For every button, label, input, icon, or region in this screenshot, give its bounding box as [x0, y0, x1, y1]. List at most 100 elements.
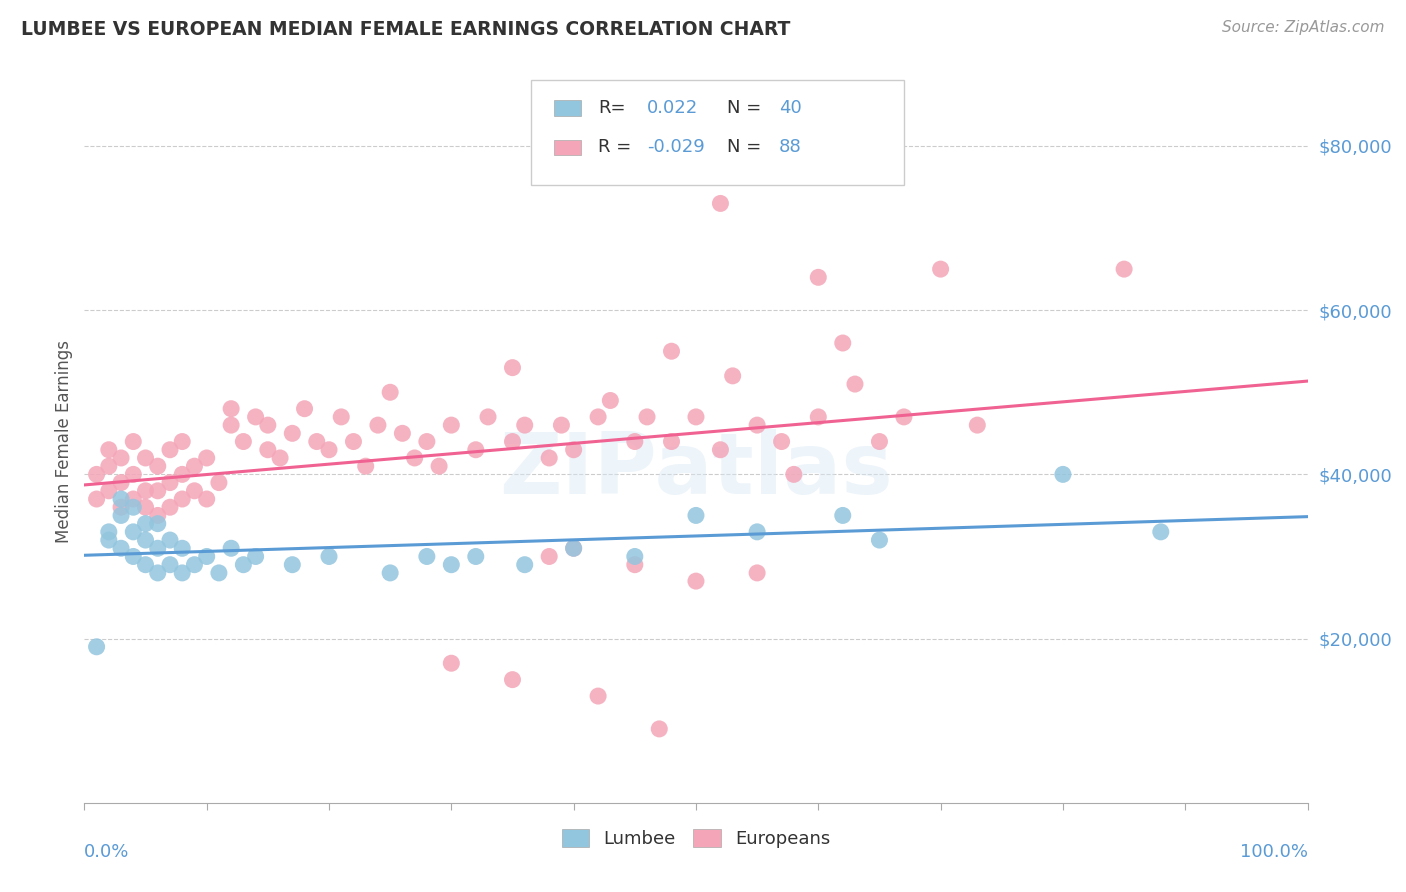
Point [122, 549, 145, 564]
Point [538, 450, 561, 465]
Text: Source: ZipAtlas.com: Source: ZipAtlas.com [1222, 20, 1385, 35]
Point [146, 566, 169, 580]
Point [122, 491, 145, 506]
Point [122, 524, 145, 539]
Point [281, 558, 304, 572]
Point [281, 426, 304, 441]
Point [183, 459, 205, 474]
Point [844, 377, 866, 392]
Point [146, 541, 169, 556]
Point [97, 442, 120, 457]
Point [685, 409, 707, 424]
Text: R =: R = [598, 138, 631, 156]
Point [97, 524, 120, 539]
Text: N =: N = [727, 138, 761, 156]
Point [135, 533, 157, 547]
Point [1052, 467, 1074, 482]
Point [380, 385, 402, 400]
Point [869, 533, 891, 547]
Point [122, 434, 145, 449]
Point [208, 566, 231, 580]
Legend: Lumbee, Europeans: Lumbee, Europeans [554, 822, 838, 855]
Point [183, 558, 205, 572]
FancyBboxPatch shape [554, 100, 581, 116]
Point [245, 549, 267, 564]
Point [562, 541, 585, 556]
Point [367, 418, 389, 433]
Point [416, 549, 439, 564]
Point [122, 467, 145, 482]
Point [110, 541, 132, 556]
Point [513, 558, 536, 572]
Point [354, 459, 377, 474]
Point [966, 418, 988, 433]
Point [135, 516, 157, 531]
Point [172, 467, 194, 482]
Text: 0.022: 0.022 [647, 99, 699, 117]
Point [97, 533, 120, 547]
Point [318, 442, 340, 457]
Point [929, 262, 952, 277]
Point [404, 450, 426, 465]
Point [245, 409, 267, 424]
Point [624, 558, 647, 572]
Point [477, 409, 499, 424]
Text: R=: R= [598, 99, 626, 117]
Text: 100.0%: 100.0% [1240, 843, 1308, 861]
Point [538, 549, 561, 564]
Point [146, 516, 169, 531]
Point [110, 491, 132, 506]
Point [86, 491, 108, 506]
Point [342, 434, 364, 449]
Point [257, 442, 280, 457]
Point [294, 401, 316, 416]
Point [183, 483, 205, 498]
Point [709, 196, 731, 211]
Point [1150, 524, 1173, 539]
Point [502, 673, 524, 687]
Point [427, 459, 450, 474]
Point [562, 442, 585, 457]
Point [1114, 262, 1136, 277]
Point [502, 360, 524, 375]
Point [159, 442, 181, 457]
Point [380, 566, 402, 580]
Point [721, 368, 744, 383]
FancyBboxPatch shape [554, 139, 581, 155]
Point [172, 491, 194, 506]
Text: -0.029: -0.029 [647, 138, 704, 156]
Point [648, 722, 671, 736]
Point [146, 459, 169, 474]
Point [685, 508, 707, 523]
Point [464, 442, 486, 457]
Point [464, 549, 486, 564]
Point [97, 483, 120, 498]
Point [513, 418, 536, 433]
Point [586, 409, 609, 424]
Point [661, 344, 683, 359]
Point [232, 434, 254, 449]
Point [807, 409, 830, 424]
Point [110, 475, 132, 490]
Point [391, 426, 413, 441]
Point [135, 500, 157, 515]
Point [770, 434, 793, 449]
Point [208, 475, 231, 490]
Point [831, 508, 853, 523]
Point [624, 549, 647, 564]
Point [159, 533, 181, 547]
Point [440, 418, 463, 433]
Point [135, 450, 157, 465]
Point [219, 418, 242, 433]
Text: 88: 88 [779, 138, 801, 156]
Point [709, 442, 731, 457]
Point [807, 270, 830, 285]
Point [135, 558, 157, 572]
Point [159, 500, 181, 515]
Point [685, 574, 707, 588]
Point [86, 467, 108, 482]
Point [257, 418, 280, 433]
Point [122, 500, 145, 515]
Point [146, 508, 169, 523]
Point [586, 689, 609, 703]
